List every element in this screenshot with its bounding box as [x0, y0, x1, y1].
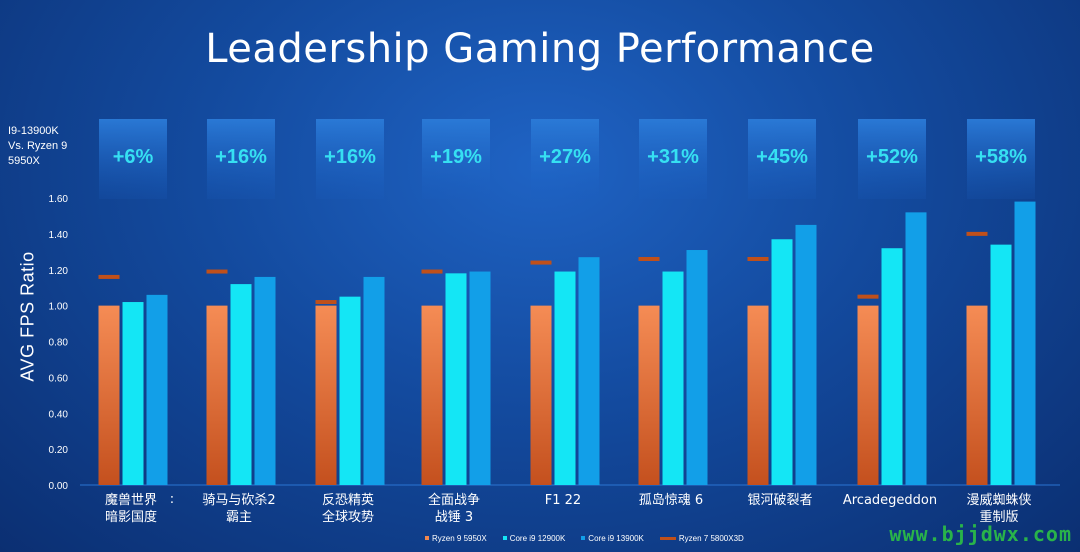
y-tick-label: 0.00	[49, 481, 69, 492]
improvement-box	[639, 119, 707, 199]
bar-ryzen-9-5950x	[206, 305, 228, 485]
improvement-label: +52%	[866, 146, 918, 168]
y-tick-label: 0.40	[49, 409, 69, 420]
legend-item-core-12900k: Core i9 12900K	[502, 533, 566, 543]
y-tick-label: 0.60	[49, 373, 69, 384]
category-label: Arcadegeddon	[843, 493, 937, 508]
improvement-box	[207, 119, 275, 199]
bar-core-i9-12900k	[445, 273, 467, 485]
marker-ryzen-5800x3d	[206, 269, 228, 274]
bar-ryzen-9-5950x	[530, 305, 552, 485]
category-label: 战锤 3	[435, 510, 473, 525]
marker-ryzen-5800x3d	[966, 231, 988, 236]
marker-ryzen-5800x3d	[98, 274, 120, 279]
improvement-box	[858, 119, 926, 199]
y-tick-label: 1.20	[49, 266, 69, 277]
improvement-label: +27%	[539, 146, 591, 168]
category-label: 孤岛惊魂 6	[639, 492, 703, 508]
improvement-label: +45%	[756, 146, 808, 168]
bar-core-i9-12900k	[662, 271, 684, 485]
legend-swatch-ryzen-5950x	[425, 536, 429, 540]
improvement-label: +16%	[215, 146, 267, 168]
chart-title: Leadership Gaming Performance	[205, 26, 875, 72]
category-label: 银河破裂者	[747, 493, 812, 508]
marker-ryzen-5800x3d	[857, 294, 879, 299]
legend-swatch-core-13900k	[581, 536, 586, 540]
bar-core-i9-12900k	[230, 284, 252, 485]
category-label: F1 22	[545, 493, 581, 508]
marker-ryzen-5800x3d	[315, 300, 337, 305]
category-label: 全球攻势	[322, 509, 374, 525]
bar-core-i9-13900k	[578, 257, 600, 485]
y-tick-label: 1.00	[49, 302, 69, 313]
category-label: 全面战争	[428, 492, 480, 508]
improvement-label: +6%	[113, 146, 154, 168]
improvement-box	[316, 119, 384, 199]
bar-core-i9-13900k	[254, 276, 276, 485]
bar-ryzen-9-5950x	[315, 305, 337, 485]
improvement-label: +58%	[975, 146, 1027, 168]
bar-core-i9-12900k	[771, 239, 793, 485]
legend-label-ryzen-5950x: Ryzen 9 5950X	[432, 533, 487, 543]
bar-core-i9-13900k	[795, 224, 817, 485]
improvement-box	[422, 119, 490, 199]
legend-item-core-13900k: Core i9 13900K	[581, 534, 644, 543]
category-label: 重制版	[979, 509, 1018, 525]
legend-label-core-13900k: Core i9 13900K	[588, 533, 644, 543]
bar-core-i9-12900k	[881, 248, 903, 485]
bar-core-i9-13900k	[363, 276, 385, 485]
category-label: 反恐精英	[322, 493, 374, 508]
improvement-box	[531, 119, 599, 199]
improvement-label: +19%	[430, 146, 482, 168]
category-label: 魔兽世界	[105, 493, 157, 508]
bar-core-i9-13900k	[686, 250, 708, 485]
category-label: 漫威蜘蛛侠	[966, 493, 1031, 508]
improvement-box	[99, 119, 167, 199]
legend-item-ryzen-5950x: Ryzen 9 5950X	[425, 534, 487, 543]
watermark: www.bjjdwx.com	[889, 522, 1072, 546]
bar-ryzen-9-5950x	[98, 305, 120, 485]
improvement-box	[967, 119, 1035, 199]
legend-swatch-ryzen-5800x3d	[659, 536, 676, 540]
category-label: 霸主	[226, 510, 252, 525]
marker-ryzen-5800x3d	[421, 269, 443, 274]
improvement-box	[748, 119, 816, 199]
bar-core-i9-12900k	[339, 296, 361, 485]
legend-label-core-12900k: Core i9 12900K	[509, 533, 566, 543]
comparison-label: I9-13900K Vs. Ryzen 9 5950X	[8, 125, 68, 167]
legend: Ryzen 9 5950X Core i9 12900K Core i9 139…	[425, 531, 744, 545]
colon-glyph: :	[170, 492, 174, 507]
marker-ryzen-5800x3d	[747, 256, 769, 261]
legend-swatch-core-12900k	[502, 536, 507, 540]
y-tick-label: 0.80	[49, 338, 69, 349]
bar-core-i9-13900k	[146, 294, 168, 485]
y-tick-label: 1.40	[49, 230, 69, 241]
bar-ryzen-9-5950x	[966, 305, 988, 485]
bar-ryzen-9-5950x	[747, 305, 769, 485]
bar-core-i9-12900k	[990, 244, 1012, 485]
legend-label-ryzen-5800x3d: Ryzen 7 5800X3D	[678, 533, 744, 543]
category-label: 骑马与砍杀2	[202, 493, 275, 508]
bar-core-i9-12900k	[122, 302, 144, 485]
bar-core-i9-13900k	[905, 212, 927, 485]
marker-ryzen-5800x3d	[638, 256, 660, 261]
marker-ryzen-5800x3d	[530, 260, 552, 265]
y-tick-label: 1.60	[49, 194, 69, 205]
category-label: 暗影国度	[105, 509, 157, 525]
legend-item-ryzen-5800x3d: Ryzen 7 5800X3D	[659, 533, 744, 543]
bar-core-i9-13900k	[1014, 201, 1036, 485]
bar-ryzen-9-5950x	[421, 305, 443, 485]
bar-ryzen-9-5950x	[638, 305, 660, 485]
bar-ryzen-9-5950x	[857, 305, 879, 485]
improvement-label: +16%	[324, 146, 376, 168]
bar-core-i9-13900k	[469, 271, 491, 485]
improvement-label: +31%	[647, 146, 699, 168]
bar-core-i9-12900k	[554, 271, 576, 485]
y-tick-label: 0.20	[49, 445, 69, 456]
